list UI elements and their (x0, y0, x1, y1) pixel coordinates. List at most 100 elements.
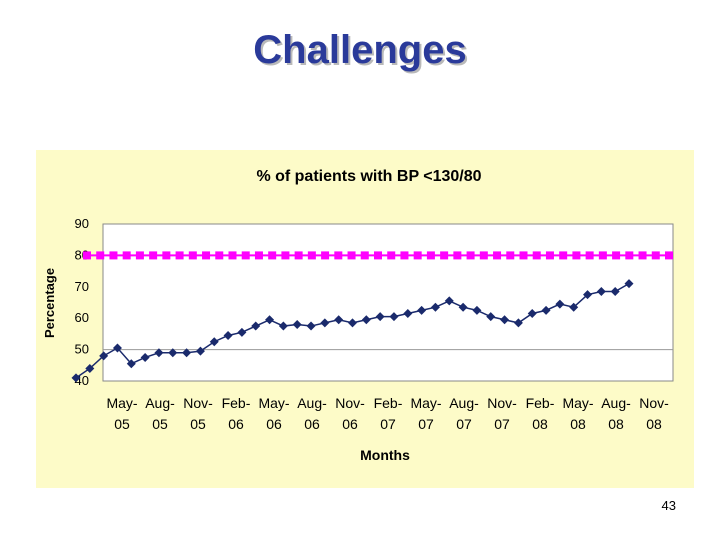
target-point (559, 251, 568, 260)
target-point (545, 251, 554, 260)
data-point (417, 305, 427, 315)
target-point (532, 251, 541, 260)
x-tick-label: Aug-06 (297, 395, 327, 432)
target-point (175, 251, 184, 260)
actual-series (71, 279, 634, 383)
data-point (140, 352, 150, 362)
slide-title: Challenges (253, 28, 467, 72)
data-point (237, 327, 247, 337)
target-point (96, 251, 105, 260)
data-point (527, 308, 537, 318)
target-point (651, 251, 660, 260)
x-axis-label: Months (360, 447, 410, 463)
target-point (321, 251, 330, 260)
data-point (458, 302, 468, 312)
data-point (500, 315, 510, 325)
data-point (85, 363, 95, 373)
target-point (149, 251, 158, 260)
x-tick-label: Aug-07 (449, 395, 479, 432)
data-point (430, 302, 440, 312)
target-point (215, 251, 224, 260)
target-point (519, 251, 528, 260)
data-point (278, 321, 288, 331)
data-point (624, 279, 634, 289)
data-point (209, 337, 219, 347)
target-point (83, 251, 91, 260)
x-tick-label: Nov-05 (183, 395, 213, 432)
target-point (466, 251, 475, 260)
target-point (294, 251, 303, 260)
bp-chart: % of patients with BP <130/80 4050607080… (42, 168, 674, 463)
target-point (334, 251, 343, 260)
target-point (493, 251, 502, 260)
data-point (334, 315, 344, 325)
target-point (638, 251, 647, 260)
target-point (135, 251, 144, 260)
data-point (403, 308, 413, 318)
target-point (413, 251, 422, 260)
data-point (569, 302, 579, 312)
target-point (307, 251, 316, 260)
target-point (598, 251, 607, 260)
chart-area: % of patients with BP <130/80 40 50 60 70 80… (36, 150, 694, 488)
data-point (596, 287, 606, 297)
data-point (251, 321, 261, 331)
data-point (112, 343, 122, 353)
x-tick-label: May-08 (562, 395, 593, 432)
data-point (444, 296, 454, 306)
data-point (195, 346, 205, 356)
data-point (182, 348, 192, 358)
target-point (374, 251, 382, 260)
x-tick-label: Aug-08 (601, 395, 631, 432)
target-point (387, 251, 396, 260)
chart-title: % of patients with BP <130/80 (256, 168, 481, 185)
target-point (665, 251, 673, 260)
x-tick-label: Aug-05 (145, 395, 175, 432)
data-point (348, 318, 357, 328)
target-point (612, 251, 621, 260)
target-point (268, 251, 277, 260)
data-point (361, 315, 371, 325)
data-point (389, 312, 399, 322)
target-point (254, 251, 263, 260)
target-point (426, 251, 435, 260)
data-point (154, 348, 164, 358)
target-point (188, 251, 197, 260)
data-point (320, 318, 330, 328)
x-tick-label: Nov-06 (335, 395, 365, 432)
data-point (541, 305, 551, 315)
target-series (83, 251, 673, 260)
data-point (126, 359, 136, 369)
target-point (506, 251, 515, 260)
data-point (99, 351, 109, 361)
data-point (292, 319, 302, 329)
target-point (572, 251, 581, 260)
target-point (360, 251, 369, 260)
y-tick-label: 70 (75, 279, 89, 294)
target-point (479, 251, 488, 260)
target-point (347, 251, 356, 260)
target-point (400, 251, 409, 260)
x-tick-label: May-05 (106, 395, 137, 432)
data-point (555, 299, 565, 309)
data-point (306, 321, 316, 331)
y-tick-label: 90 (75, 216, 89, 231)
target-point (241, 251, 250, 260)
data-point (71, 373, 81, 383)
x-tick-label: May-06 (258, 395, 289, 432)
y-axis-label: Percentage (42, 268, 57, 338)
target-point (281, 251, 290, 260)
target-point (228, 251, 237, 260)
x-tick-label: May-07 (410, 395, 441, 432)
data-point (472, 305, 482, 315)
page-number: 43 (661, 498, 676, 513)
target-point (625, 251, 634, 260)
x-tick-label: Feb-08 (526, 395, 555, 432)
data-point (583, 290, 593, 300)
data-point (486, 312, 496, 322)
x-tick-label: Feb-06 (222, 395, 251, 432)
data-point (375, 312, 385, 322)
target-point (122, 251, 131, 260)
